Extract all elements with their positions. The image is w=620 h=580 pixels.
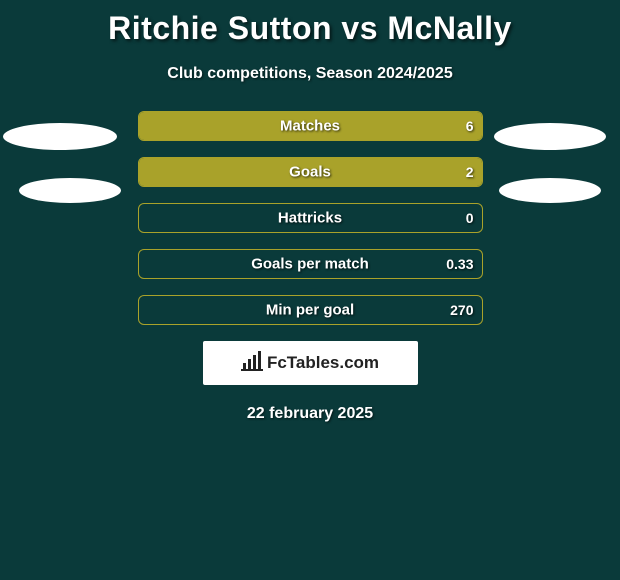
stat-value-right: 6 bbox=[466, 118, 474, 134]
page-title: Ritchie Sutton vs McNally bbox=[0, 0, 620, 47]
stat-row: Matches6 bbox=[138, 111, 483, 141]
stat-value-right: 0.33 bbox=[446, 256, 473, 272]
subtitle: Club competitions, Season 2024/2025 bbox=[0, 65, 620, 83]
logo-text: FcTables.com bbox=[267, 353, 379, 373]
player-ellipse bbox=[3, 123, 117, 150]
stat-value-right: 0 bbox=[466, 210, 474, 226]
stat-row: Goals per match0.33 bbox=[138, 249, 483, 279]
stat-row: Hattricks0 bbox=[138, 203, 483, 233]
stat-label: Goals per match bbox=[139, 256, 482, 273]
player-ellipse bbox=[499, 178, 601, 203]
logo-box: FcTables.com bbox=[203, 341, 418, 385]
stat-label: Hattricks bbox=[139, 210, 482, 227]
date-label: 22 february 2025 bbox=[0, 405, 620, 423]
stat-value-right: 270 bbox=[450, 302, 473, 318]
stat-label: Goals bbox=[139, 164, 482, 181]
stats-container: Matches6Goals2Hattricks0Goals per match0… bbox=[138, 111, 483, 325]
logo-chart-icon bbox=[241, 351, 263, 376]
stat-label: Matches bbox=[139, 118, 482, 135]
player-ellipse bbox=[494, 123, 606, 150]
stat-row: Goals2 bbox=[138, 157, 483, 187]
stat-value-right: 2 bbox=[466, 164, 474, 180]
stat-label: Min per goal bbox=[139, 302, 482, 319]
player-ellipse bbox=[19, 178, 121, 203]
stat-row: Min per goal270 bbox=[138, 295, 483, 325]
